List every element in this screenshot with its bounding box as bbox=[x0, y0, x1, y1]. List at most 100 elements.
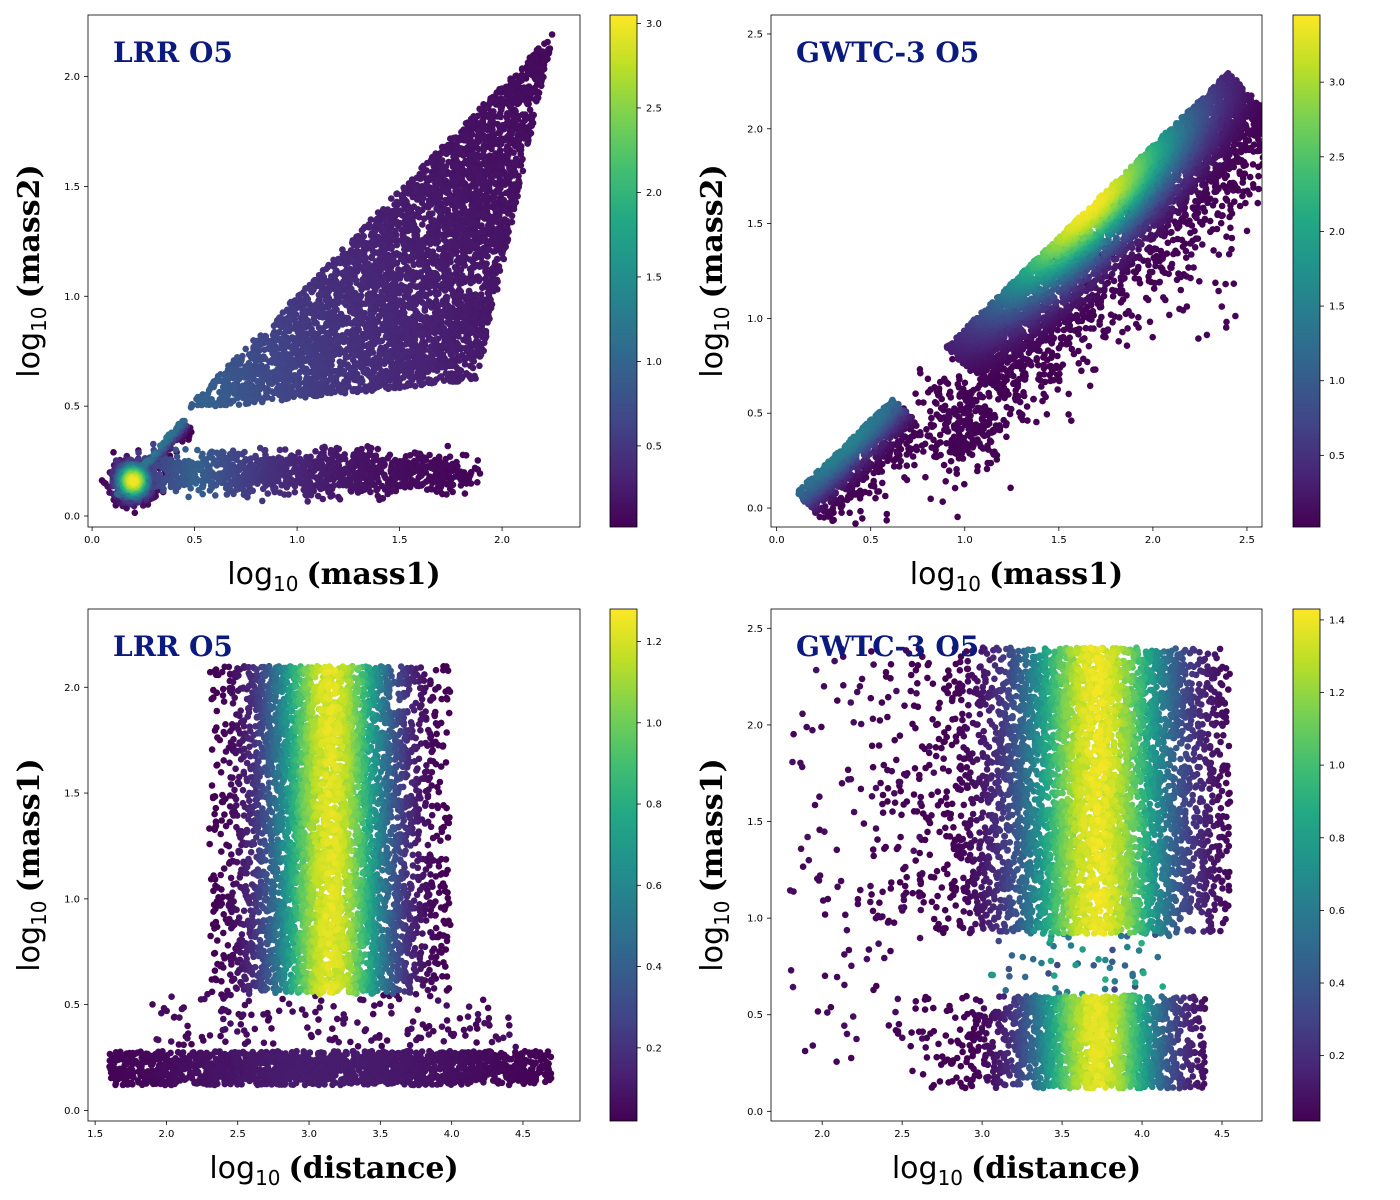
scatter-point bbox=[476, 165, 484, 173]
scatter-point bbox=[310, 277, 318, 285]
scatter-point bbox=[545, 46, 552, 53]
scatter-point bbox=[480, 147, 488, 154]
scatter-point bbox=[335, 258, 343, 266]
scatter-point bbox=[314, 492, 322, 500]
scatter-point bbox=[375, 463, 383, 471]
scatter-point bbox=[401, 240, 408, 248]
scatter-point bbox=[473, 155, 481, 163]
scatter-point bbox=[456, 291, 464, 299]
scatter-point bbox=[479, 209, 487, 217]
scatter-point bbox=[379, 277, 386, 285]
scatter-point bbox=[519, 155, 526, 163]
scatter-point bbox=[497, 113, 505, 121]
scatter-point bbox=[429, 210, 436, 217]
scatter-point bbox=[477, 119, 485, 126]
scatter-point bbox=[435, 245, 443, 253]
scatter-point bbox=[417, 472, 425, 480]
scatter-point bbox=[330, 263, 338, 270]
scatter-point bbox=[420, 169, 428, 177]
scatter-point bbox=[461, 490, 469, 497]
scatter-point bbox=[509, 128, 516, 135]
scatter-point bbox=[452, 185, 460, 193]
scatter-point bbox=[465, 167, 472, 175]
scatter-point bbox=[475, 132, 483, 139]
scatter-point bbox=[419, 480, 427, 488]
scatter-point bbox=[152, 463, 160, 470]
scatter-point bbox=[435, 263, 442, 270]
scatter-point bbox=[302, 285, 310, 292]
scatter-point bbox=[365, 317, 373, 324]
scatter-point bbox=[388, 320, 395, 327]
scatter-point bbox=[357, 386, 365, 394]
scatter-point bbox=[383, 208, 391, 215]
scatter-point bbox=[454, 223, 462, 231]
scatter-point bbox=[513, 116, 521, 123]
scatter-point bbox=[463, 135, 471, 143]
scatter-point bbox=[493, 204, 500, 212]
scatter-point bbox=[516, 128, 523, 135]
scatter-point bbox=[389, 459, 396, 467]
scatter-point bbox=[459, 451, 467, 459]
scatter-point bbox=[542, 57, 549, 64]
scatter-point bbox=[348, 285, 355, 293]
scatter-point bbox=[403, 301, 410, 309]
scatter-point bbox=[304, 498, 312, 505]
scatter-point bbox=[422, 301, 430, 308]
scatter-point bbox=[504, 218, 511, 225]
scatter-point bbox=[479, 333, 486, 341]
scatter-point bbox=[332, 269, 339, 276]
scatter-point bbox=[480, 313, 488, 320]
scatter-point bbox=[506, 86, 514, 93]
scatter-point bbox=[500, 196, 508, 204]
scatter-point bbox=[478, 321, 486, 328]
scatter-point bbox=[474, 466, 482, 473]
scatter-point bbox=[437, 171, 444, 179]
scatter-point bbox=[515, 143, 522, 150]
scatter-point bbox=[372, 221, 380, 229]
scatter-point bbox=[499, 121, 507, 129]
scatter-point bbox=[466, 373, 474, 381]
scatter-point bbox=[474, 176, 482, 183]
scatter-point bbox=[479, 284, 486, 292]
scatter-point bbox=[413, 479, 421, 486]
scatter-point bbox=[428, 255, 435, 262]
scatter-point bbox=[150, 440, 157, 448]
scatter-point bbox=[375, 312, 383, 320]
scatter-point bbox=[403, 216, 411, 223]
scatter-point bbox=[461, 195, 469, 202]
scatter-point bbox=[463, 472, 471, 479]
scatter-point bbox=[459, 253, 466, 260]
scatter-point bbox=[256, 444, 264, 452]
scatter-point bbox=[381, 486, 389, 493]
scatter-point bbox=[386, 296, 394, 304]
scatter-point bbox=[517, 150, 524, 158]
scatter-point bbox=[486, 225, 493, 233]
scatter-point bbox=[327, 345, 335, 352]
scatter-point bbox=[341, 378, 348, 385]
scatter-point bbox=[523, 98, 530, 106]
scatter-point bbox=[450, 197, 457, 204]
scatter-point bbox=[135, 449, 142, 457]
scatter-point bbox=[378, 325, 385, 333]
scatter-point bbox=[419, 243, 427, 250]
scatter-point bbox=[490, 179, 498, 186]
scatter-point bbox=[384, 454, 392, 461]
scatter-point bbox=[498, 97, 506, 105]
scatter-point bbox=[348, 256, 356, 264]
scatter-point bbox=[401, 309, 408, 317]
scatter-point bbox=[388, 360, 395, 368]
scatter-point bbox=[520, 85, 528, 93]
scatter-point bbox=[340, 269, 347, 276]
scatter-point bbox=[486, 220, 493, 227]
scatter-point bbox=[483, 296, 490, 304]
scatter-point bbox=[454, 469, 462, 476]
scatter-point bbox=[453, 257, 461, 265]
scatter-point bbox=[362, 325, 370, 332]
scatter-point bbox=[345, 460, 352, 468]
scatter-point bbox=[474, 210, 481, 218]
scatter-point bbox=[342, 478, 349, 486]
scatter-point bbox=[481, 228, 488, 236]
scatter-point bbox=[536, 79, 543, 86]
scatter-point bbox=[457, 375, 465, 383]
scatter-point bbox=[498, 85, 506, 92]
